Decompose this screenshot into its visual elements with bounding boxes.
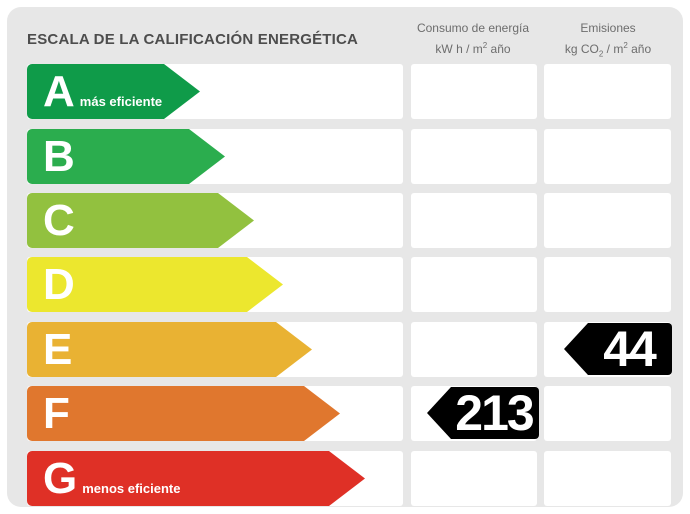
emisiones-value-badge: 44: [564, 323, 672, 375]
consumo-cell: [411, 322, 537, 377]
emisiones-cell: [544, 386, 671, 441]
consumo-cell: [411, 451, 537, 506]
rating-row-c: C: [7, 193, 683, 248]
column-header-consumo: Consumo de energía kW h / m2 año: [404, 19, 542, 58]
emisiones-unit: kg CO2 / m2 año: [564, 41, 652, 59]
rating-arrow-label: menos eficiente: [82, 481, 181, 496]
page-title: ESCALA DE LA CALIFICACIÓN ENERGÉTICA: [27, 31, 359, 48]
rating-row-g: G menos eficiente: [7, 451, 683, 506]
rating-arrow-c: C: [27, 193, 254, 248]
consumo-title: Consumo de energía: [416, 21, 530, 35]
rating-row-b: B: [7, 129, 683, 184]
consumo-cell: [411, 193, 537, 248]
consumo-value: 213: [455, 385, 534, 441]
rating-row-f: F 213: [7, 386, 683, 441]
emisiones-cell: [544, 257, 671, 312]
rating-arrow-e: E: [27, 322, 312, 377]
rating-arrow-f: F: [27, 386, 340, 441]
emisiones-cell: [544, 129, 671, 184]
rating-row-a: A más eficiente: [7, 64, 683, 119]
energy-rating-panel: ESCALA DE LA CALIFICACIÓN ENERGÉTICA Con…: [7, 7, 683, 507]
rating-arrow-b: B: [27, 129, 225, 184]
rating-arrow-a: A más eficiente: [27, 64, 200, 119]
emisiones-value: 44: [603, 321, 657, 377]
consumo-cell: [411, 64, 537, 119]
rating-letter: C: [43, 196, 75, 245]
rating-letter: A: [43, 67, 75, 116]
rating-letter: F: [43, 389, 70, 438]
rating-letter: B: [43, 132, 75, 181]
rating-arrow-g: G menos eficiente: [27, 451, 365, 506]
rating-letter: D: [43, 260, 75, 309]
rating-letter: G: [43, 454, 78, 503]
emisiones-cell: [544, 64, 671, 119]
rating-row-d: D: [7, 257, 683, 312]
column-header-emisiones: Emisiones kg CO2 / m2 año: [539, 19, 677, 63]
consumo-cell: [411, 129, 537, 184]
rating-arrow-d: D: [27, 257, 283, 312]
emisiones-cell: [544, 193, 671, 248]
rating-letter: E: [43, 325, 73, 374]
emisiones-cell: [544, 451, 671, 506]
rating-row-e: E 44: [7, 322, 683, 377]
rating-arrow-label: más eficiente: [79, 94, 163, 109]
consumo-value-badge: 213: [427, 387, 539, 439]
emisiones-title: Emisiones: [580, 21, 636, 35]
consumo-unit: kW h / m2 año: [435, 41, 511, 56]
consumo-cell: [411, 257, 537, 312]
